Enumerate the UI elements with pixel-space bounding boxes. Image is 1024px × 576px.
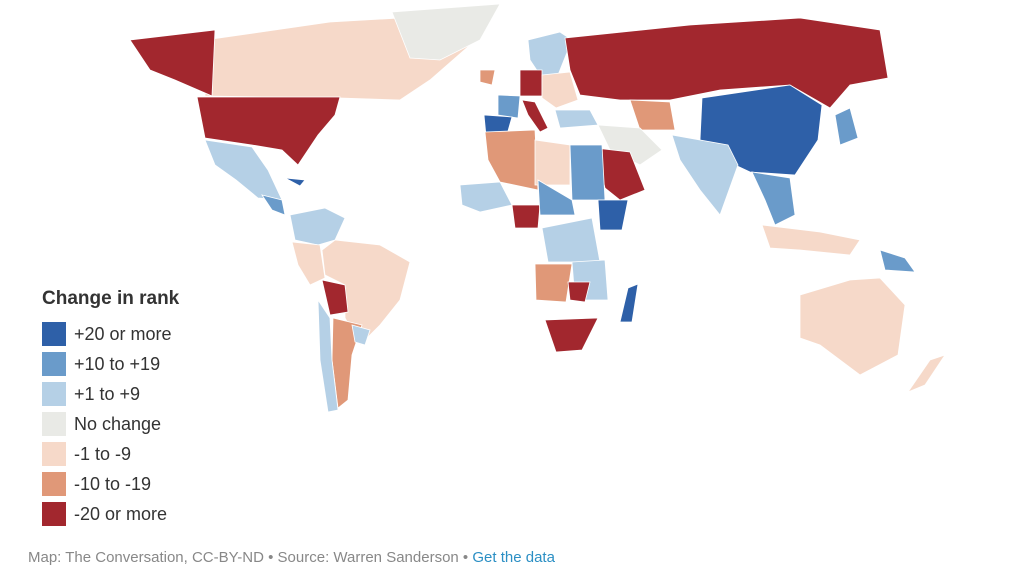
- legend-swatch: [42, 412, 66, 436]
- country: [351, 324, 371, 346]
- country: [671, 134, 739, 216]
- legend-swatch: [42, 322, 66, 346]
- country: [261, 194, 286, 216]
- country: [619, 283, 639, 323]
- country: [291, 241, 326, 286]
- country: [567, 281, 591, 303]
- country: [569, 144, 606, 201]
- country: [391, 3, 501, 61]
- separator: •: [268, 549, 273, 566]
- legend-swatch: [42, 502, 66, 526]
- country: [289, 207, 346, 246]
- country: [629, 99, 676, 131]
- country: [906, 354, 946, 393]
- country: [597, 199, 629, 231]
- legend: +20 or more +10 to +19 +1 to +9 No change -1…: [42, 322, 172, 526]
- country: [497, 94, 521, 119]
- country: [554, 109, 599, 129]
- legend-label: -10 to -19: [74, 474, 151, 494]
- legend-label: No change: [74, 414, 161, 434]
- legend-label: +1 to +9: [74, 384, 140, 404]
- country: [761, 224, 861, 256]
- country: [597, 124, 663, 166]
- country: [321, 279, 349, 316]
- country: [484, 129, 539, 191]
- country: [284, 177, 306, 187]
- country: [196, 96, 341, 166]
- legend-swatch: [42, 352, 66, 376]
- country: [564, 17, 889, 109]
- country: [534, 263, 573, 303]
- country: [317, 298, 339, 413]
- country: [129, 29, 216, 97]
- legend-swatch: [42, 472, 66, 496]
- legend-label: +10 to +19: [74, 354, 160, 374]
- legend-label: +20 or more: [74, 324, 172, 344]
- country: [799, 277, 906, 376]
- country: [521, 99, 549, 133]
- legend-swatch: [42, 442, 66, 466]
- data-link[interactable]: Get the data: [472, 549, 555, 566]
- legend-label: -1 to -9: [74, 444, 131, 464]
- legend-swatch: [42, 382, 66, 406]
- separator: •: [463, 549, 468, 566]
- country: [321, 239, 411, 346]
- country: [204, 139, 283, 201]
- country: [834, 107, 859, 146]
- legend-title: Change in rank: [42, 288, 180, 309]
- country: [751, 171, 796, 226]
- footer: Map: The Conversation, CC-BY-ND • Source…: [28, 549, 556, 566]
- country: [879, 249, 916, 273]
- country: [519, 69, 543, 97]
- credit: Map: The Conversation, CC-BY-ND: [28, 549, 264, 566]
- legend-label: -20 or more: [74, 504, 167, 524]
- country: [537, 179, 576, 216]
- country: [479, 69, 496, 86]
- country: [541, 217, 601, 263]
- source: Source: Warren Sanderson: [278, 549, 459, 566]
- country: [544, 317, 599, 353]
- country: [511, 204, 541, 229]
- country: [541, 71, 579, 109]
- country: [459, 181, 513, 213]
- world-map: [129, 3, 946, 413]
- country: [534, 139, 571, 186]
